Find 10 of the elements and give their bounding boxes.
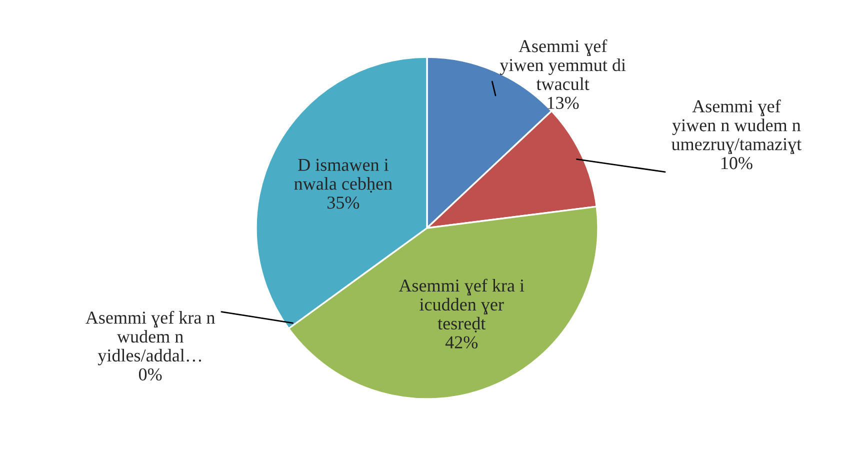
slice-label: Asemmi ɣef yiwen yemmut di twacult — [500, 39, 626, 90]
legend-label: Asemmi ɣef kra n wudem n yidles/addal… — [86, 310, 215, 366]
text: 0% — [138, 368, 162, 381]
slice-label: D ismawen i nwala cebḥen — [294, 158, 392, 193]
data-label: 13% — [548, 96, 579, 110]
data-label: 42% — [445, 336, 478, 348]
slice-label: Asemmi ɣef yiwen n wudem n umezruɣ/tamaziɣt — [672, 100, 802, 154]
slice-label: Asemmi ɣef kra i icudden ɣer tesreḍt — [398, 278, 524, 332]
data-label: 35% — [328, 196, 360, 209]
data-label: 10% — [721, 157, 752, 170]
